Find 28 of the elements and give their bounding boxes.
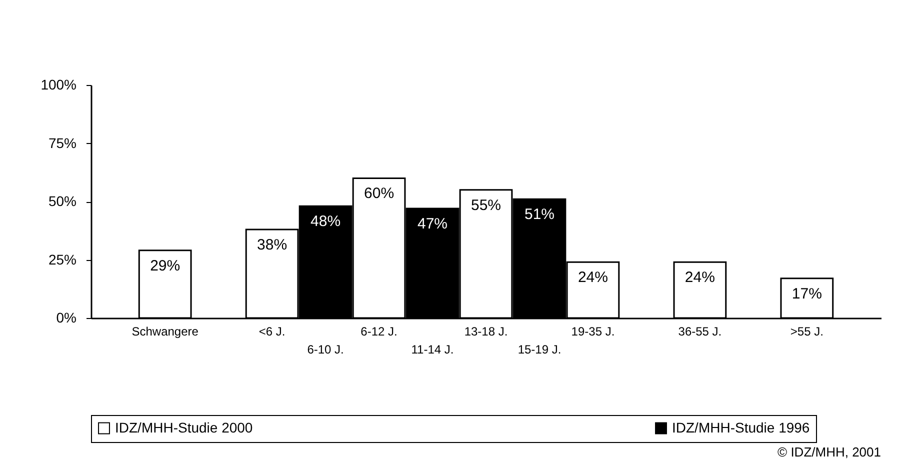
y-tick-label: 100% — [40, 76, 76, 92]
x-tick-label: >55 J. — [790, 324, 824, 338]
text: 24% — [684, 269, 715, 286]
x-tick-label: 19-35 J. — [571, 324, 615, 338]
text: 48% — [310, 213, 341, 230]
x-tick-label: 11-14 J. — [411, 342, 454, 356]
text: 24% — [578, 269, 608, 286]
x-tick-label: <6 J. — [258, 324, 286, 338]
legend-label: IDZ/MHH-Studie 2000 — [115, 419, 253, 436]
text: 38% — [257, 236, 288, 254]
y-tick-label: 75% — [48, 134, 76, 151]
text: 29% — [150, 257, 180, 274]
x-tick-label: 13-18 J. — [464, 324, 508, 338]
x-tick-label: 6-12 J. — [360, 324, 398, 338]
y-tick-label: 0% — [56, 310, 76, 326]
x-tick-label: 6-10 J. — [307, 342, 344, 356]
y-tick-label: 50% — [48, 193, 76, 209]
text: 60% — [364, 185, 394, 202]
text: 55% — [470, 196, 502, 214]
x-tick-label: 36-55 J. — [678, 324, 722, 338]
text: 47% — [418, 215, 448, 232]
text: © IDZ/MHH, 2001 — [778, 444, 881, 460]
y-tick-label: 25% — [48, 251, 76, 268]
text: 17% — [792, 285, 822, 302]
x-tick-label: Schwangere — [132, 324, 199, 338]
x-tick-label: 15-19 J. — [518, 342, 562, 356]
legend-label: IDZ/MHH-Studie 1996 — [672, 419, 810, 436]
text: 51% — [524, 206, 554, 224]
